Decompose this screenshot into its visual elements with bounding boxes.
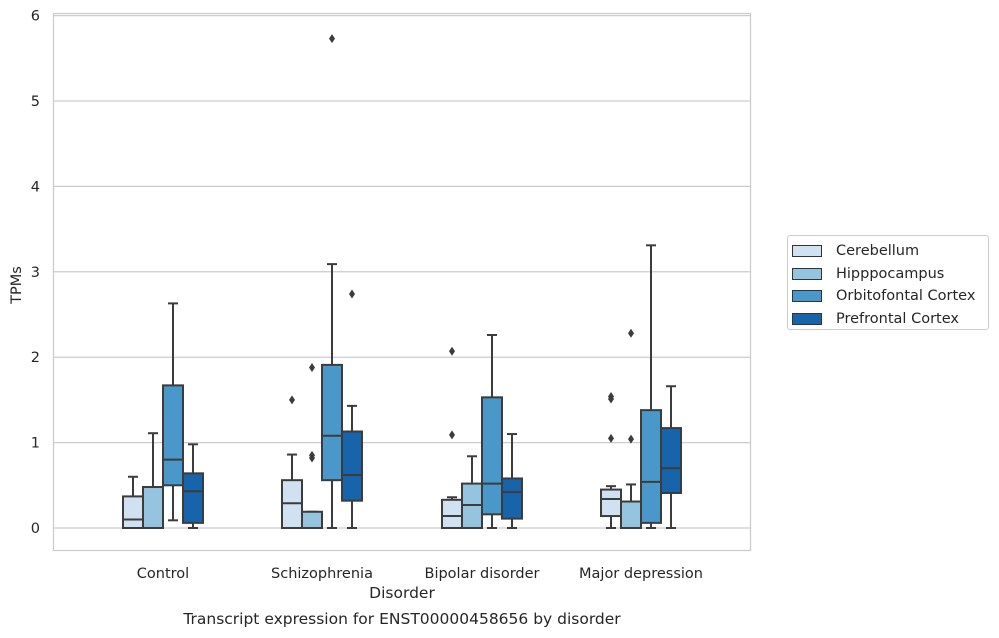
box-iqr (321, 363, 343, 482)
legend-item: Prefrontal Cortex (792, 308, 988, 331)
y-tick-label: 6 (31, 9, 40, 25)
outlier-point (309, 362, 315, 372)
box-iqr (501, 477, 523, 520)
box-3-2 (501, 433, 523, 529)
box-3-1 (341, 289, 363, 529)
outlier-point (628, 328, 634, 338)
legend-item: Hipppocampus (792, 263, 988, 286)
outlier-point (608, 391, 614, 401)
box-1-2 (461, 455, 483, 530)
y-axis-label: TPMs (9, 266, 25, 305)
box-iqr (301, 510, 323, 529)
outlier-point (449, 346, 455, 356)
box-iqr (660, 427, 682, 494)
box-iqr (182, 472, 204, 524)
box-1-0 (142, 432, 164, 529)
outlier-point (449, 430, 455, 440)
x-tick-labels: Control Schizophrenia Bipolar disorder Majo… (137, 566, 703, 582)
y-tick-label: 1 (31, 436, 40, 452)
box-2-0 (162, 302, 184, 522)
legend-label: Orbitofontal Cortex (836, 288, 976, 305)
legend-swatch (792, 312, 822, 325)
outlier-point (309, 450, 315, 460)
box-iqr (122, 495, 144, 530)
y-tick-label: 4 (31, 179, 40, 195)
box-iqr (341, 430, 363, 502)
box-iqr (640, 409, 662, 524)
outlier-point (329, 34, 335, 44)
box-2-1 (321, 34, 343, 529)
box-iqr (481, 396, 503, 516)
box-2-2 (481, 333, 503, 529)
legend-swatch (792, 267, 822, 280)
x-tick-label: Bipolar disorder (425, 566, 540, 582)
box-2-3 (640, 244, 662, 529)
chart-caption: Transcript expression for ENST0000045865… (183, 610, 621, 628)
legend-swatch (792, 290, 822, 303)
x-tick-label: Control (137, 566, 189, 582)
legend-label: Prefrontal Cortex (836, 310, 959, 327)
box-0-1 (281, 395, 303, 529)
box-1-3 (620, 328, 642, 529)
y-tick-label: 2 (31, 350, 40, 366)
legend-label: Cerebellum (836, 243, 920, 260)
box-iqr (620, 500, 642, 529)
box-groups (122, 34, 682, 530)
box-3-3 (660, 385, 682, 529)
outlier-point (349, 289, 355, 299)
plot-frame (52, 12, 752, 552)
box-1-1 (301, 362, 323, 529)
box-iqr (142, 486, 164, 529)
legend-swatch (792, 245, 822, 258)
outlier-point (628, 434, 634, 444)
legend-label: Hipppocampus (836, 265, 945, 282)
box-0-0 (122, 475, 144, 530)
x-tick-label: Schizophrenia (271, 566, 373, 582)
y-tick-label: 5 (31, 94, 40, 110)
box-iqr (441, 498, 463, 529)
box-iqr (162, 384, 184, 487)
legend: Cerebellum Hipppocampus Orbitofontal Corte… (787, 235, 989, 330)
box-0-3 (600, 391, 622, 529)
x-axis-label: Disorder (369, 584, 435, 602)
legend-item: Cerebellum (792, 240, 988, 263)
y-tick-label: 0 (31, 521, 40, 537)
outlier-point (289, 395, 295, 405)
x-tick-label: Major depression (579, 566, 703, 582)
legend-item: Orbitofontal Cortex (792, 285, 988, 308)
box-3-0 (182, 443, 204, 529)
y-tick-label: 3 (31, 265, 40, 281)
y-tick-labels: 0 1 2 3 4 5 6 (31, 9, 40, 537)
outlier-point (608, 433, 614, 443)
box-iqr (600, 488, 622, 518)
box-0-2 (441, 346, 463, 529)
